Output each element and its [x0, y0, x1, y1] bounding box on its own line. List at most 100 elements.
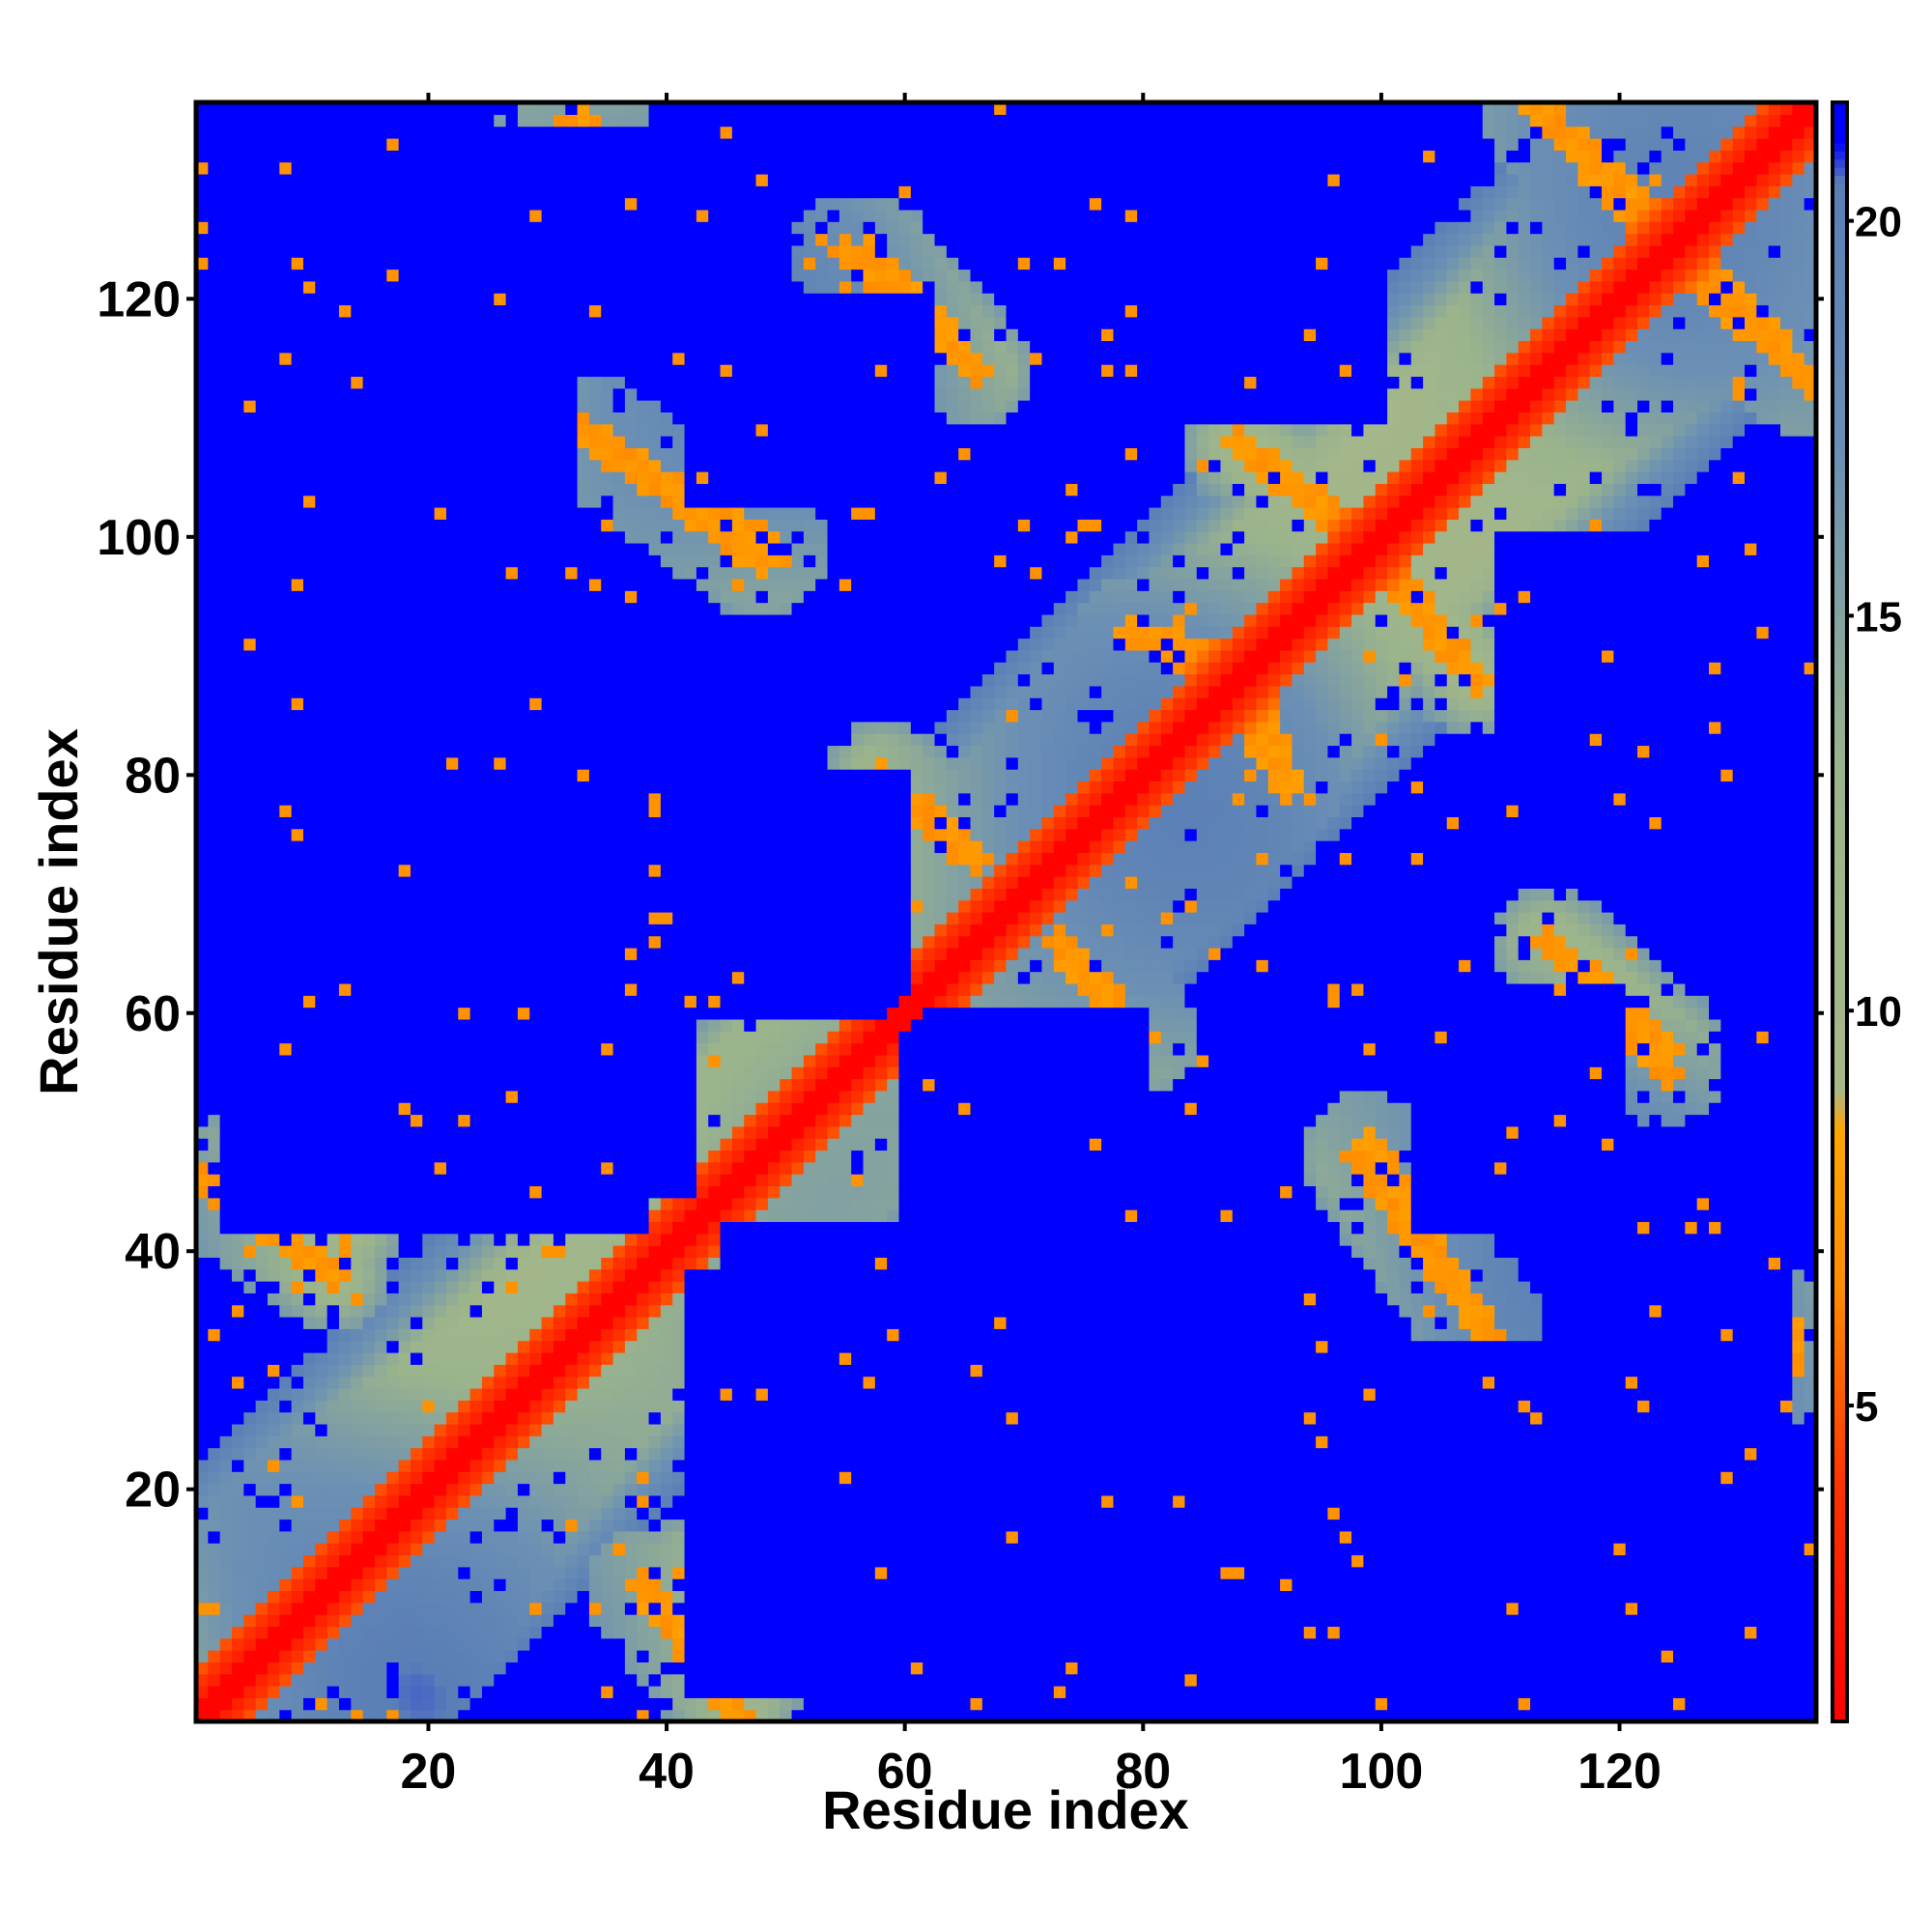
- heatmap-cell: [601, 269, 614, 282]
- heatmap-cell: [351, 1125, 364, 1139]
- heatmap-cell: [291, 233, 304, 246]
- heatmap-cell: [481, 340, 495, 354]
- heatmap-cell: [588, 376, 602, 389]
- heatmap-cell: [243, 673, 257, 687]
- heatmap-cell: [553, 1637, 566, 1651]
- heatmap-cell: [398, 1042, 412, 1056]
- heatmap-cell: [351, 376, 364, 389]
- heatmap-cell: [351, 436, 364, 448]
- heatmap-cell: [588, 685, 602, 698]
- heatmap-cell: [374, 1614, 387, 1628]
- heatmap-cell: [302, 578, 316, 591]
- heatmap-cell: [481, 649, 495, 663]
- heatmap-cell: [398, 566, 412, 580]
- heatmap-cell: [445, 840, 459, 853]
- heatmap-cell: [410, 293, 423, 306]
- heatmap-cell: [458, 1686, 471, 1698]
- heatmap-cell: [267, 805, 280, 818]
- heatmap-cell: [374, 1268, 387, 1282]
- heatmap-cell: [327, 602, 340, 615]
- heatmap-cell: [601, 1435, 614, 1449]
- heatmap-cell: [458, 1637, 471, 1651]
- heatmap-cell: [231, 912, 244, 924]
- heatmap-cell: [362, 269, 376, 282]
- heatmap-cell: [577, 721, 590, 734]
- heatmap-cell: [315, 1483, 328, 1496]
- heatmap-cell: [267, 137, 280, 151]
- heatmap-cell: [458, 649, 471, 663]
- heatmap-cell: [517, 1125, 530, 1139]
- heatmap-cell: [410, 495, 423, 508]
- heatmap-cell: [208, 542, 221, 555]
- heatmap-cell: [386, 257, 400, 270]
- heatmap-cell: [529, 971, 543, 984]
- heatmap-cell: [291, 995, 304, 1009]
- heatmap-cell: [505, 1174, 519, 1187]
- heatmap-cell: [422, 137, 436, 151]
- heatmap-cell: [601, 412, 614, 425]
- heatmap-cell: [315, 1387, 328, 1401]
- heatmap-cell: [231, 1530, 244, 1544]
- heatmap-cell: [469, 1566, 483, 1579]
- heatmap-cell: [315, 1459, 328, 1472]
- heatmap-cell: [422, 1090, 436, 1103]
- heatmap-cell: [351, 935, 364, 949]
- heatmap-cell: [255, 1376, 269, 1389]
- heatmap-cell: [517, 1197, 530, 1210]
- heatmap-cell: [612, 888, 626, 901]
- heatmap-cell: [612, 1138, 626, 1151]
- heatmap-cell: [565, 1161, 579, 1175]
- heatmap-cell: [445, 1578, 459, 1592]
- heatmap-cell: [362, 1018, 376, 1032]
- heatmap-cell: [553, 947, 566, 960]
- heatmap-cell: [231, 1650, 244, 1662]
- heatmap-cell: [243, 1543, 257, 1556]
- heatmap-cell: [398, 947, 412, 960]
- heatmap-cell: [517, 709, 530, 723]
- heatmap-cell: [517, 792, 530, 806]
- heatmap-cell: [553, 304, 566, 318]
- heatmap-cell: [481, 781, 495, 794]
- heatmap-cell: [255, 935, 269, 949]
- heatmap-cell: [196, 1209, 209, 1223]
- heatmap-cell: [362, 471, 376, 484]
- heatmap-cell: [422, 1281, 436, 1293]
- heatmap-cell: [458, 959, 471, 973]
- heatmap-cell: [231, 590, 244, 604]
- heatmap-cell: [422, 1125, 436, 1139]
- heatmap-cell: [302, 1471, 316, 1485]
- heatmap-cell: [505, 1566, 519, 1579]
- heatmap-cell: [422, 471, 436, 484]
- heatmap-cell: [374, 244, 387, 258]
- heatmap-cell: [231, 1483, 244, 1496]
- heatmap-cell: [445, 185, 459, 199]
- heatmap-cell: [505, 1114, 519, 1127]
- heatmap-cell: [469, 1125, 483, 1139]
- heatmap-cell: [529, 1233, 543, 1246]
- heatmap-cell: [243, 923, 257, 937]
- heatmap-cell: [481, 328, 495, 342]
- heatmap-cell: [434, 578, 447, 591]
- heatmap-cell: [577, 316, 590, 329]
- heatmap-cell: [279, 447, 293, 461]
- heatmap-cell: [231, 1066, 244, 1080]
- heatmap-cell: [494, 304, 507, 318]
- heatmap-cell: [469, 1221, 483, 1235]
- heatmap-cell: [505, 221, 519, 235]
- heatmap-cell: [577, 1637, 590, 1651]
- heatmap-cell: [577, 328, 590, 342]
- heatmap-cell: [208, 697, 221, 711]
- heatmap-cell: [481, 578, 495, 591]
- heatmap-cell: [386, 1066, 400, 1080]
- heatmap-cell: [481, 304, 495, 318]
- heatmap-cell: [351, 1304, 364, 1318]
- heatmap-cell: [302, 1423, 316, 1436]
- heatmap-cell: [351, 293, 364, 306]
- heatmap-cell: [624, 1435, 638, 1449]
- heatmap-cell: [494, 566, 507, 580]
- heatmap-cell: [374, 1090, 387, 1103]
- heatmap-cell: [219, 197, 233, 211]
- heatmap-cell: [231, 1686, 244, 1698]
- heatmap-cell: [327, 578, 340, 591]
- heatmap-cell: [481, 352, 495, 365]
